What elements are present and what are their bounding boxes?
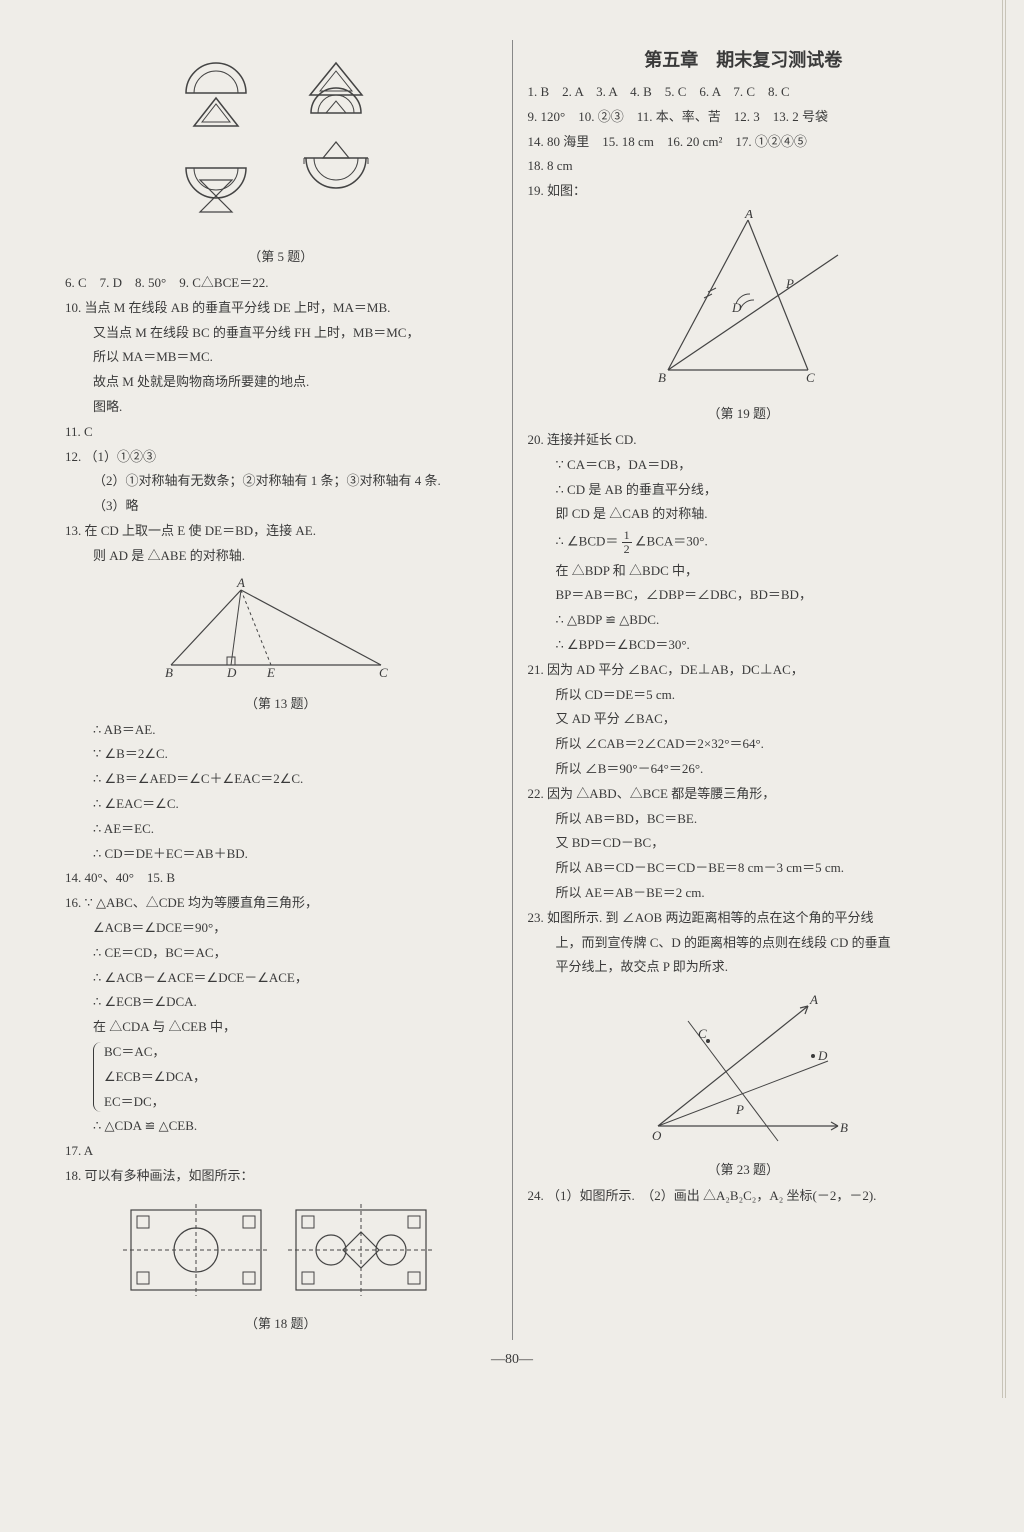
answer-11: 11. C bbox=[65, 422, 497, 443]
figure-13-label: （第 13 题） bbox=[65, 693, 497, 712]
svg-text:C: C bbox=[806, 370, 815, 385]
q23-line2: 上，而到宣传牌 C、D 的距离相等的点则在线段 CD 的垂直 bbox=[528, 933, 960, 954]
svg-text:C: C bbox=[698, 1026, 707, 1041]
q12-2: （2）①对称轴有无数条；②对称轴有 1 条；③对称轴有 4 条. bbox=[65, 471, 497, 492]
q21-p1: 又 AD 平分 ∠BAC， bbox=[528, 709, 960, 730]
left-column: （第 5 题） 6. C 7. D 8. 50° 9. C△BCE＝22. 10… bbox=[50, 40, 513, 1340]
q22-line1: 22. 因为 △ABD、△BCE 都是等腰三角形， bbox=[528, 784, 960, 805]
q13-p3: ∴ ∠EAC＝∠C. bbox=[65, 794, 497, 815]
answer-17: 17. A bbox=[65, 1141, 497, 1162]
right-column: 第五章 期末复习测试卷 1. B 2. A 3. A 4. B 5. C 6. … bbox=[513, 40, 975, 1340]
q24: 24. （1）如图所示. （2）画出 △A₂B₂C₂，A₂ 坐标(－2，－2). bbox=[528, 1186, 960, 1207]
q16-b2: EC＝DC， bbox=[104, 1092, 497, 1113]
fraction-half: 1 2 bbox=[622, 529, 632, 556]
q12-1: 12. （1）①②③ bbox=[65, 447, 497, 468]
r-14-17: 14. 80 海里 15. 18 cm 16. 20 cm² 17. ①②④⑤ bbox=[528, 132, 960, 153]
svg-text:A: A bbox=[744, 210, 753, 221]
q13-line2: 则 AD 是 △ABE 的对称轴. bbox=[65, 546, 497, 567]
chapter-title: 第五章 期末复习测试卷 bbox=[528, 46, 960, 72]
q10-line5: 图略. bbox=[65, 397, 497, 418]
svg-text:E: E bbox=[266, 665, 275, 680]
q16-line1: 16. ∵ △ABC、△CDE 均为等腰直角三角形， bbox=[65, 893, 497, 914]
q16-p1: ∴ CE＝CD，BC＝AC， bbox=[65, 943, 497, 964]
q20-p1: ∴ CD 是 AB 的垂直平分线， bbox=[528, 480, 960, 501]
q16-brace: BC＝AC， ∠ECB＝∠DCA， EC＝DC， bbox=[93, 1042, 497, 1112]
r-18: 18. 8 cm bbox=[528, 156, 960, 177]
figure-23: O B A C D P bbox=[528, 986, 960, 1155]
page-number: —80— bbox=[50, 1352, 974, 1368]
q13-p2: ∴ ∠B＝∠AED＝∠C＋∠EAC＝2∠C. bbox=[65, 769, 497, 790]
scan-edge-decoration bbox=[1002, 0, 1006, 1398]
q12-3: （3）略 bbox=[65, 496, 497, 517]
svg-text:P: P bbox=[735, 1102, 744, 1117]
q18-intro: 18. 可以有多种画法，如图所示： bbox=[65, 1166, 497, 1187]
r-1-8: 1. B 2. A 3. A 4. B 5. C 6. A 7. C 8. C bbox=[528, 82, 960, 103]
figure-23-label: （第 23 题） bbox=[528, 1159, 960, 1178]
q20-line1: 20. 连接并延长 CD. bbox=[528, 430, 960, 451]
figure-5-label: （第 5 题） bbox=[65, 246, 497, 265]
q22-p1: 又 BD＝CD－BC， bbox=[528, 833, 960, 854]
q22-p3: 所以 AE＝AB－BE＝2 cm. bbox=[528, 883, 960, 904]
svg-text:O: O bbox=[652, 1128, 662, 1143]
q20-frac: ∴ ∠BCD＝ 1 2 ∠BCA＝30°. bbox=[528, 529, 960, 556]
q13-p4: ∴ AE＝EC. bbox=[65, 819, 497, 840]
q10-line4: 故点 M 处就是购物商场所要建的地点. bbox=[65, 372, 497, 393]
q20-p0: ∵ CA＝CB，DA＝DB， bbox=[528, 455, 960, 476]
q23-line1: 23. 如图所示. 到 ∠AOB 两边距离相等的点在这个角的平分线 bbox=[528, 908, 960, 929]
svg-text:P: P bbox=[785, 276, 794, 291]
figure-5 bbox=[65, 48, 497, 242]
answer-6-9: 6. C 7. D 8. 50° 9. C△BCE＝22. bbox=[65, 273, 497, 294]
q13-p1: ∵ ∠B＝2∠C. bbox=[65, 744, 497, 765]
svg-text:D: D bbox=[731, 300, 742, 315]
q13-line1: 13. 在 CD 上取一点 E 使 DE＝BD，连接 AE. bbox=[65, 521, 497, 542]
q16-b0: BC＝AC， bbox=[104, 1042, 497, 1063]
r-9-13: 9. 120° 10. ②③ 11. 本、率、苦 12. 3 13. 2 号袋 bbox=[528, 107, 960, 128]
q13-p0: ∴ AB＝AE. bbox=[65, 720, 497, 741]
svg-text:C: C bbox=[379, 665, 388, 680]
q16-p0: ∠ACB＝∠DCE＝90°， bbox=[65, 918, 497, 939]
q20-frac-post: ∠BCA＝30°. bbox=[635, 534, 708, 549]
q21-p0: 所以 CD＝DE＝5 cm. bbox=[528, 685, 960, 706]
svg-text:D: D bbox=[817, 1048, 828, 1063]
q16-p3: ∴ ∠ECB＝∠DCA. bbox=[65, 992, 497, 1013]
svg-text:D: D bbox=[226, 665, 237, 680]
figure-13: B D E C A bbox=[65, 575, 497, 689]
figure-18 bbox=[65, 1195, 497, 1309]
q22-p2: 所以 AB＝CD－BC＝CD－BE＝8 cm－3 cm＝5 cm. bbox=[528, 858, 960, 879]
q22-p0: 所以 AB＝BD，BC＝BE. bbox=[528, 809, 960, 830]
q21-p2: 所以 ∠CAB＝2∠CAD＝2×32°＝64°. bbox=[528, 734, 960, 755]
svg-text:B: B bbox=[840, 1120, 848, 1135]
q20b-1: BP＝AB＝BC，∠DBP＝∠DBC，BD＝BD， bbox=[528, 585, 960, 606]
q16-p2: ∴ ∠ACB－∠ACE＝∠DCE－∠ACE， bbox=[65, 968, 497, 989]
two-column-layout: （第 5 题） 6. C 7. D 8. 50° 9. C△BCE＝22. 10… bbox=[50, 40, 974, 1340]
figure-18-label: （第 18 题） bbox=[65, 1313, 497, 1332]
q20b-0: 在 △BDP 和 △BDC 中， bbox=[528, 561, 960, 582]
q16-b1: ∠ECB＝∠DCA， bbox=[104, 1067, 497, 1088]
figure-19-label: （第 19 题） bbox=[528, 403, 960, 422]
r-19: 19. 如图： bbox=[528, 181, 960, 202]
worksheet-page: （第 5 题） 6. C 7. D 8. 50° 9. C△BCE＝22. 10… bbox=[0, 0, 1024, 1398]
q21-line1: 21. 因为 AD 平分 ∠BAC，DE⊥AB，DC⊥AC， bbox=[528, 660, 960, 681]
q16-p4: 在 △CDA 与 △CEB 中， bbox=[65, 1017, 497, 1038]
q10-line3: 所以 MA＝MB＝MC. bbox=[65, 347, 497, 368]
q13-p5: ∴ CD＝DE＋EC＝AB＋BD. bbox=[65, 844, 497, 865]
q20b-2: ∴ △BDP ≌ △BDC. bbox=[528, 610, 960, 631]
svg-text:B: B bbox=[165, 665, 173, 680]
svg-text:B: B bbox=[658, 370, 666, 385]
svg-text:A: A bbox=[236, 575, 245, 590]
q16-end: ∴ △CDA ≌ △CEB. bbox=[65, 1116, 497, 1137]
q20b-3: ∴ ∠BPD＝∠BCD＝30°. bbox=[528, 635, 960, 656]
q10-line2: 又当点 M 在线段 BC 的垂直平分线 FH 上时，MB＝MC， bbox=[65, 323, 497, 344]
answer-14-15: 14. 40°、40° 15. B bbox=[65, 868, 497, 889]
q23-line3: 平分线上，故交点 P 即为所求. bbox=[528, 957, 960, 978]
figure-19: A B C D P bbox=[528, 210, 960, 399]
q20-p2: 即 CD 是 △CAB 的对称轴. bbox=[528, 504, 960, 525]
svg-text:A: A bbox=[809, 992, 818, 1007]
q21-p3: 所以 ∠B＝90°－64°＝26°. bbox=[528, 759, 960, 780]
q20-frac-pre: ∴ ∠BCD＝ bbox=[556, 534, 619, 549]
q10-line1: 10. 当点 M 在线段 AB 的垂直平分线 DE 上时，MA＝MB. bbox=[65, 298, 497, 319]
